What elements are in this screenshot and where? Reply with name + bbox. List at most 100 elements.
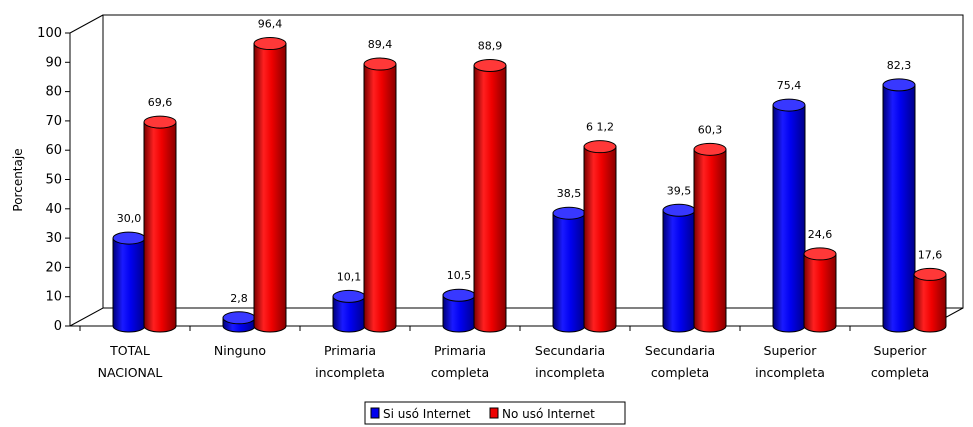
y-tick-label: 60 xyxy=(45,143,62,158)
bar-si-uso-internet xyxy=(442,288,476,333)
data-label: 10,5 xyxy=(447,269,472,282)
data-label: 75,4 xyxy=(777,79,802,92)
legend-label: No usó Internet xyxy=(502,407,595,421)
category-label: completa xyxy=(431,365,489,380)
legend-label: Si usó Internet xyxy=(383,407,471,421)
category-label: NACIONAL xyxy=(98,365,163,380)
bar-top xyxy=(143,115,177,129)
bars xyxy=(112,37,947,333)
data-labels: 30,0 2,8 10,1 10,5 38,5 39,5 75,4 82,3 69,6 96,4 8… xyxy=(117,18,943,305)
bar-si-uso-internet xyxy=(552,206,586,333)
bar-si-uso-internet xyxy=(332,289,366,333)
y-tick-label: 70 xyxy=(45,114,62,129)
category-label: incompleta xyxy=(535,365,605,380)
bar-body xyxy=(693,148,727,333)
data-label: 39,5 xyxy=(667,184,692,197)
category-label: Superior xyxy=(764,343,818,358)
bar-top xyxy=(882,78,916,92)
category-label: incompleta xyxy=(315,365,385,380)
bar-top xyxy=(693,142,727,156)
data-label: 69,6 xyxy=(148,96,173,109)
data-label: 2,8 xyxy=(230,292,248,305)
category-label: Primaria xyxy=(324,343,376,358)
bar-top xyxy=(222,311,256,325)
y-tick-label: 30 xyxy=(45,231,62,246)
bar-no-uso-internet xyxy=(693,142,727,333)
bar-si-uso-internet xyxy=(882,78,916,333)
bar-top xyxy=(363,57,397,71)
bar-body xyxy=(552,212,586,333)
bar-no-uso-internet xyxy=(253,37,287,333)
category-label: completa xyxy=(651,365,709,380)
bar-top xyxy=(442,288,476,302)
bar-top xyxy=(552,206,586,220)
bar-si-uso-internet xyxy=(772,98,806,333)
bar-no-uso-internet xyxy=(143,115,177,333)
bar-body xyxy=(473,65,507,333)
bar-top xyxy=(803,247,837,261)
side-wall-edge xyxy=(69,14,104,34)
bar-no-uso-internet xyxy=(913,267,947,333)
category-label: Primaria xyxy=(434,343,486,358)
bar-top xyxy=(332,289,366,303)
category-label: TOTAL xyxy=(109,343,150,358)
data-label: 60,3 xyxy=(698,123,723,136)
bar-no-uso-internet xyxy=(803,247,837,333)
data-label: 38,5 xyxy=(557,187,582,200)
y-tick-label: 90 xyxy=(45,55,62,70)
legend: Si usó Internet No usó Internet xyxy=(364,401,626,425)
bar-top xyxy=(583,140,617,154)
bar-top xyxy=(913,267,947,281)
x-axis: TOTAL NACIONAL Ninguno Primaria incompleta Pr… xyxy=(79,326,929,380)
category-label: Superior xyxy=(874,343,928,358)
y-tick-label: 0 xyxy=(54,319,62,334)
data-label: 6 1,2 xyxy=(586,121,614,134)
y-tick-label: 50 xyxy=(45,173,62,188)
bar-no-uso-internet xyxy=(363,57,397,333)
bar-si-uso-internet xyxy=(112,231,146,333)
bar-no-uso-internet xyxy=(583,140,617,333)
y-tick-label: 100 xyxy=(37,26,62,41)
back-wall xyxy=(102,14,964,309)
category-label: Secundaria xyxy=(645,343,715,358)
category-label: Secundaria xyxy=(535,343,605,358)
bar-top xyxy=(112,231,146,245)
bar-body xyxy=(803,253,837,333)
bar-body xyxy=(662,209,696,333)
bar-body xyxy=(143,121,177,333)
bar-si-uso-internet xyxy=(222,311,256,333)
data-label: 24,6 xyxy=(808,228,833,241)
data-label: 82,3 xyxy=(887,59,912,72)
bar-body xyxy=(363,63,397,333)
y-axis: 0 10 20 30 40 50 60 70 80 90 100 xyxy=(37,26,71,334)
data-label: 10,1 xyxy=(337,270,362,283)
bar-body xyxy=(253,43,287,333)
bar-top xyxy=(772,98,806,112)
y-tick-label: 80 xyxy=(45,85,62,100)
plot-frame xyxy=(69,14,964,327)
category-label: incompleta xyxy=(755,365,825,380)
legend-swatch xyxy=(489,407,499,419)
y-axis-label: Porcentaje xyxy=(11,148,25,211)
bar-top xyxy=(473,59,507,73)
bar-no-uso-internet xyxy=(473,59,507,333)
category-label: Ninguno xyxy=(214,343,266,358)
bar-body xyxy=(882,84,916,333)
bar-body xyxy=(913,273,947,333)
data-label: 89,4 xyxy=(368,38,393,51)
data-label: 17,6 xyxy=(918,248,943,261)
y-tick-label: 10 xyxy=(45,290,62,305)
bar-body xyxy=(583,146,617,333)
category-label: completa xyxy=(871,365,929,380)
data-label: 88,9 xyxy=(478,40,503,53)
bar-top xyxy=(253,37,287,51)
bar-body xyxy=(112,237,146,333)
data-label: 96,4 xyxy=(258,18,283,31)
y-tick-label: 20 xyxy=(45,260,62,275)
bar-si-uso-internet xyxy=(662,203,696,333)
bar-body xyxy=(772,104,806,333)
bar-top xyxy=(662,203,696,217)
y-tick-label: 40 xyxy=(45,202,62,217)
data-label: 30,0 xyxy=(117,212,142,225)
